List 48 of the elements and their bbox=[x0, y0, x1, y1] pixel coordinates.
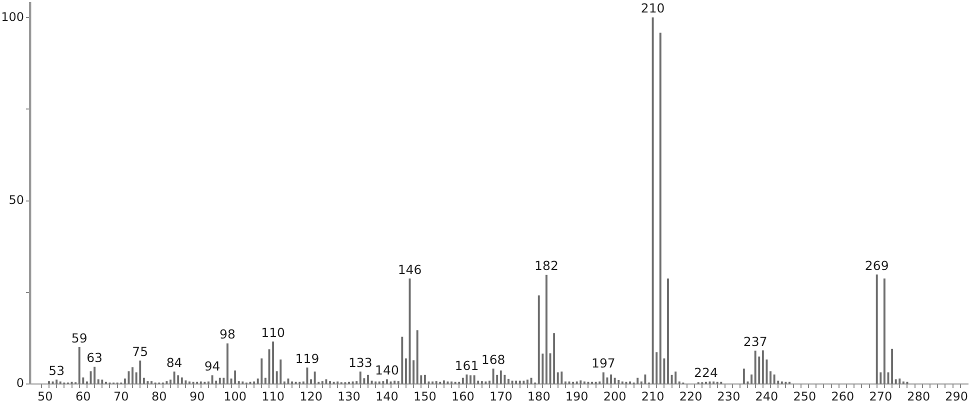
annotation: 63 bbox=[86, 350, 103, 366]
annotation: 146 bbox=[398, 262, 422, 277]
x-tick-label: 220 bbox=[679, 389, 702, 404]
x-tick-label: 120 bbox=[300, 389, 322, 404]
x-tick-label: 170 bbox=[489, 389, 512, 404]
x-tick-label: 140 bbox=[376, 389, 398, 404]
annotation: 84 bbox=[166, 354, 182, 370]
annotation: 237 bbox=[743, 334, 768, 350]
x-tick-label: 130 bbox=[338, 389, 360, 404]
x-tick-label: 190 bbox=[565, 389, 588, 404]
x-tick-label: 100 bbox=[224, 389, 247, 404]
annotation: 210 bbox=[640, 0, 665, 16]
annotation: 110 bbox=[261, 324, 286, 340]
x-tick-label: 110 bbox=[262, 389, 284, 404]
annotation: 98 bbox=[220, 326, 236, 342]
x-tick-label: 150 bbox=[413, 389, 436, 404]
y-tick-label: 50 bbox=[8, 192, 24, 207]
x-tick-label: 90 bbox=[189, 389, 205, 404]
x-tick-label: 240 bbox=[755, 389, 778, 404]
y-tick-label: 0 bbox=[16, 376, 24, 390]
annotation: 140 bbox=[375, 362, 399, 378]
y-tick-label: 100 bbox=[1, 10, 24, 24]
x-tick-label: 180 bbox=[527, 389, 550, 404]
annotation: 133 bbox=[348, 354, 372, 370]
annotation: 119 bbox=[295, 350, 320, 366]
annotation: 94 bbox=[204, 358, 220, 374]
annotation: 224 bbox=[694, 365, 718, 380]
x-tick-label: 50 bbox=[38, 389, 53, 404]
x-tick-label: 270 bbox=[869, 389, 892, 404]
x-tick-label: 210 bbox=[641, 389, 664, 404]
x-tick-label: 290 bbox=[945, 389, 968, 404]
annotation: 168 bbox=[481, 352, 506, 367]
x-tick-label: 70 bbox=[114, 389, 129, 404]
annotation: 161 bbox=[454, 358, 479, 373]
x-tick-label: 280 bbox=[907, 389, 930, 404]
x-tick-label: 200 bbox=[603, 389, 626, 404]
annotation: 182 bbox=[534, 258, 558, 274]
annotation: 53 bbox=[48, 362, 65, 378]
x-tick-label: 230 bbox=[717, 389, 740, 404]
annotation: 197 bbox=[592, 356, 616, 371]
annotation: 59 bbox=[71, 330, 88, 346]
x-tick-label: 160 bbox=[451, 389, 474, 404]
annotation: 269 bbox=[864, 258, 889, 273]
x-tick-label: 260 bbox=[831, 389, 854, 404]
x-tick-label: 60 bbox=[76, 389, 91, 404]
x-tick-label: 80 bbox=[151, 389, 167, 404]
annotation: 75 bbox=[132, 344, 148, 359]
x-tick-label: 250 bbox=[793, 389, 816, 404]
